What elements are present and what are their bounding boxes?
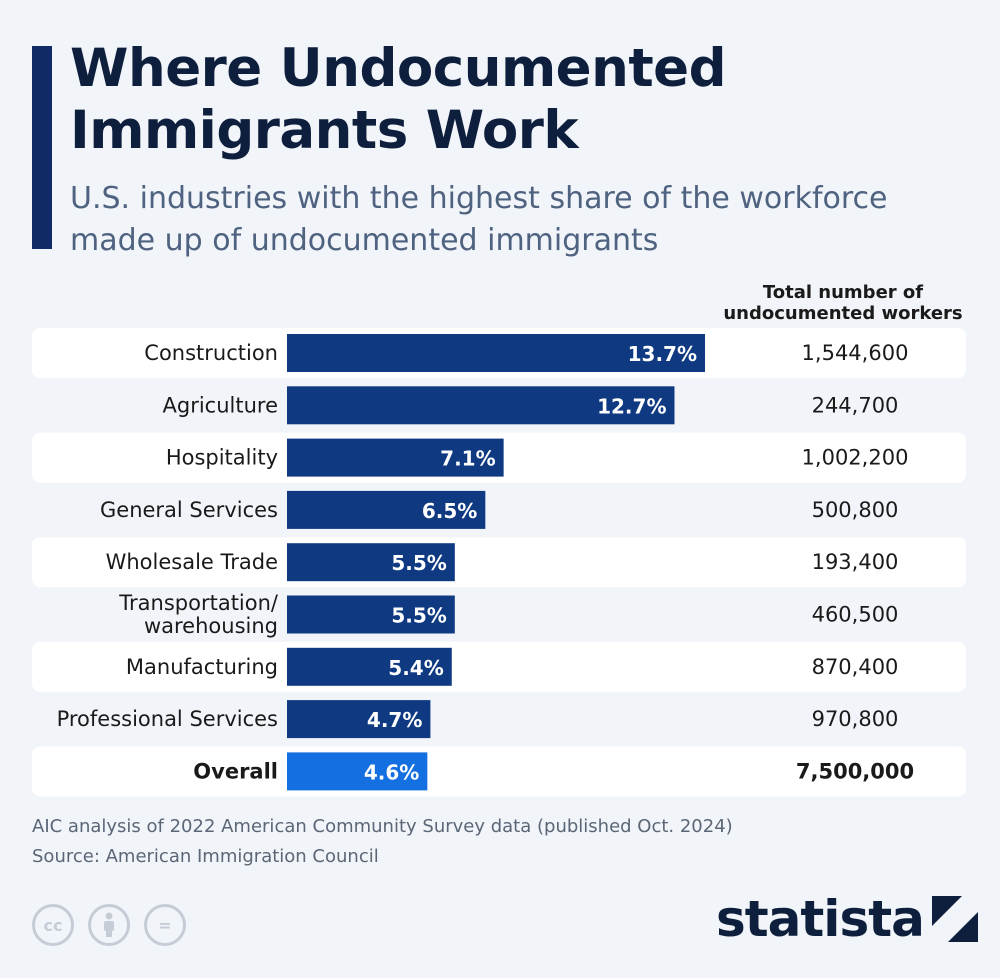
total-workers-value: 500,800 <box>812 498 899 522</box>
bar-value-label: 7.1% <box>440 447 495 471</box>
bar-value-label: 5.5% <box>391 604 446 628</box>
title-accent-bar <box>32 46 52 249</box>
bar <box>287 595 455 634</box>
row-band <box>32 537 966 588</box>
cc-icon[interactable]: cc <box>32 904 74 946</box>
bar-value-label: 5.4% <box>388 656 443 680</box>
category-label: Construction <box>144 341 278 365</box>
statista-logo-mark-icon <box>931 896 978 942</box>
total-workers-value: 193,400 <box>812 550 899 574</box>
bar-value-label: 6.5% <box>422 499 477 523</box>
category-label: General Services <box>100 498 278 522</box>
footnote-source: Source: American Immigration Council <box>32 846 379 867</box>
chart-subtitle: U.S. industries with the highest share o… <box>70 181 888 258</box>
bar-value-label: 13.7% <box>628 342 697 366</box>
total-workers-value: 244,700 <box>812 393 899 417</box>
bar <box>287 334 705 372</box>
bar <box>287 700 431 739</box>
bar <box>287 386 675 425</box>
category-label: Overall <box>193 759 278 783</box>
category-label: Transportation/warehousing <box>118 591 279 638</box>
chart-title: Where Undocumented Immigrants Work <box>70 38 727 161</box>
row-band <box>32 746 966 797</box>
total-workers-value: 1,544,600 <box>802 341 909 365</box>
bar-value-label: 5.5% <box>391 551 446 575</box>
bar <box>287 543 455 582</box>
category-label: Wholesale Trade <box>106 550 278 574</box>
category-label: Manufacturing <box>126 655 278 679</box>
bar <box>287 490 486 529</box>
total-workers-value: 1,002,200 <box>802 446 909 470</box>
row-band <box>32 641 966 692</box>
category-label: Agriculture <box>163 393 279 417</box>
attribution-icon[interactable] <box>88 904 130 946</box>
bar-value-label: 4.6% <box>364 760 419 784</box>
footnote-analysis: AIC analysis of 2022 American Community … <box>32 816 733 837</box>
total-workers-value: 460,500 <box>812 603 899 627</box>
total-workers-value: 7,500,000 <box>796 759 914 783</box>
bar <box>287 647 452 686</box>
total-workers-column-header: Total number of undocumented workers <box>723 282 963 324</box>
statista-logo-text: statista <box>716 890 925 948</box>
category-label: Hospitality <box>166 446 278 470</box>
bar-value-label: 12.7% <box>597 394 666 418</box>
license-icons: cc = <box>32 904 186 946</box>
bar <box>287 438 504 477</box>
total-workers-value: 970,800 <box>812 707 899 731</box>
bar <box>287 752 428 791</box>
category-label: Professional Services <box>57 707 278 731</box>
statista-logo[interactable]: statista <box>716 890 978 948</box>
bar-value-label: 4.7% <box>367 708 422 732</box>
no-derivatives-icon[interactable]: = <box>144 904 186 946</box>
total-workers-value: 870,400 <box>812 655 899 679</box>
